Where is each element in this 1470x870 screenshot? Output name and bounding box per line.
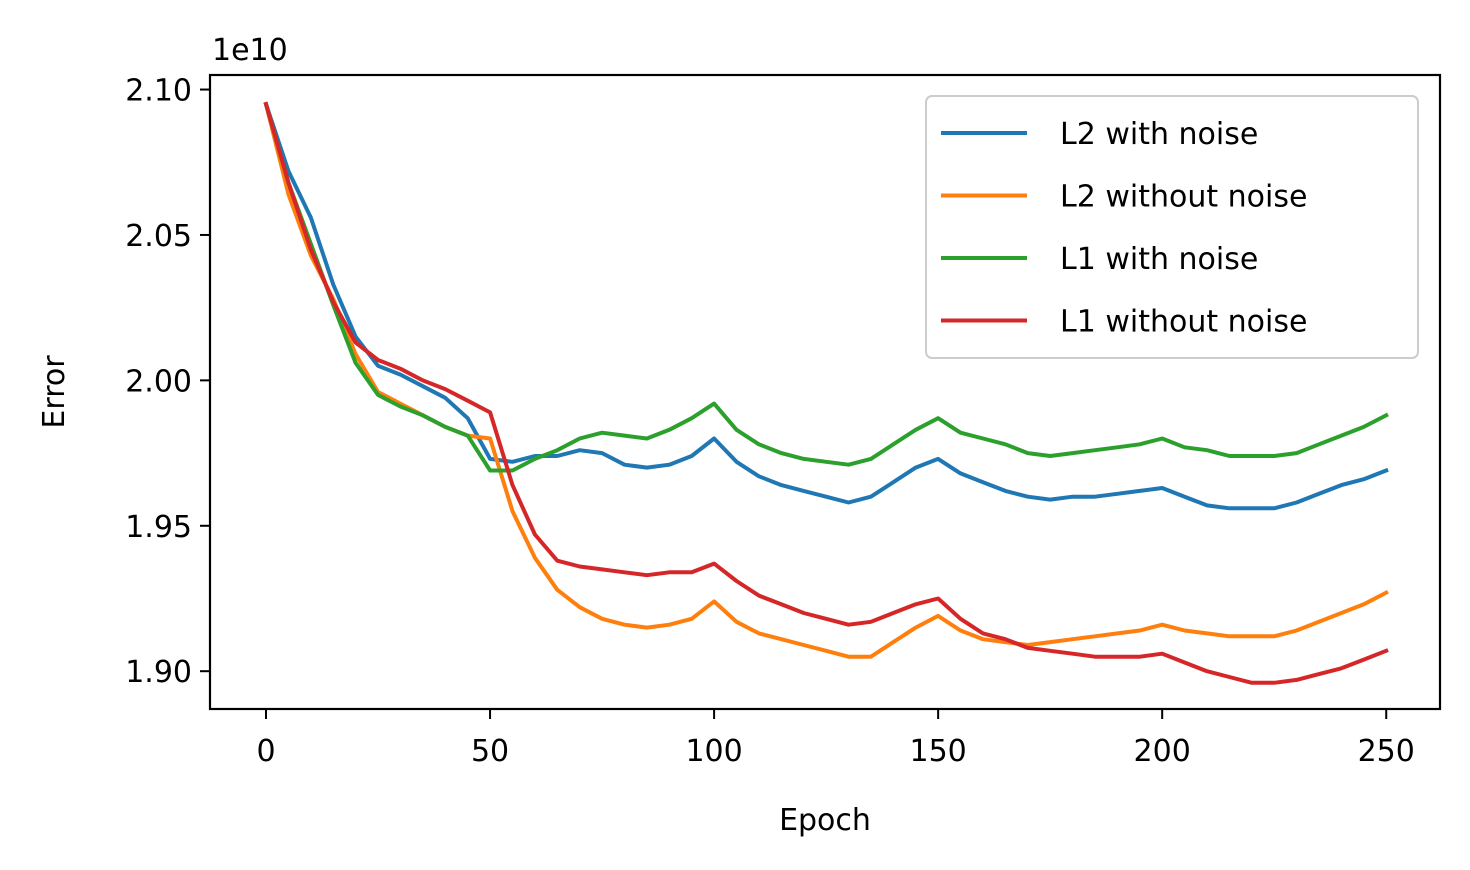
x-axis: 0 50 100 150 200 250 [256, 709, 1415, 769]
series-line-1 [263, 101, 1389, 511]
legend-label-3: L1 with noise [1060, 242, 1258, 277]
plot-frame [208, 73, 1442, 711]
y-tick-label: 2.00 [125, 364, 192, 399]
series-layer [263, 101, 1389, 685]
x-axis-label: Epoch [779, 803, 871, 838]
legend-label-1: L2 with noise [1060, 117, 1258, 152]
y-tick-label: 2.10 [125, 74, 192, 109]
x-tick-label: 50 [471, 734, 509, 769]
y-tick-label: 1.95 [125, 510, 192, 545]
y-offset-label: 1e10 [212, 33, 288, 68]
y-axis: 1.90 1.95 2.00 2.05 2.10 [125, 74, 210, 690]
legend-box [925, 95, 1419, 359]
series-line-4 [263, 101, 1389, 685]
y-axis-label: Error [37, 355, 72, 429]
x-tick-label: 100 [685, 734, 742, 769]
x-tick-label: 200 [1134, 734, 1191, 769]
legend: L2 with noise L2 without noise L1 with noi… [925, 95, 1419, 359]
x-tick-label: 150 [910, 734, 967, 769]
y-tick-label: 2.05 [125, 219, 192, 254]
legend-label-2: L2 without noise [1060, 180, 1307, 215]
x-tick-label: 250 [1358, 734, 1415, 769]
series-line-3 [263, 101, 1389, 473]
x-tick-label: 0 [256, 734, 275, 769]
legend-label-4: L1 without noise [1060, 305, 1307, 340]
y-tick-label: 1.90 [125, 655, 192, 690]
